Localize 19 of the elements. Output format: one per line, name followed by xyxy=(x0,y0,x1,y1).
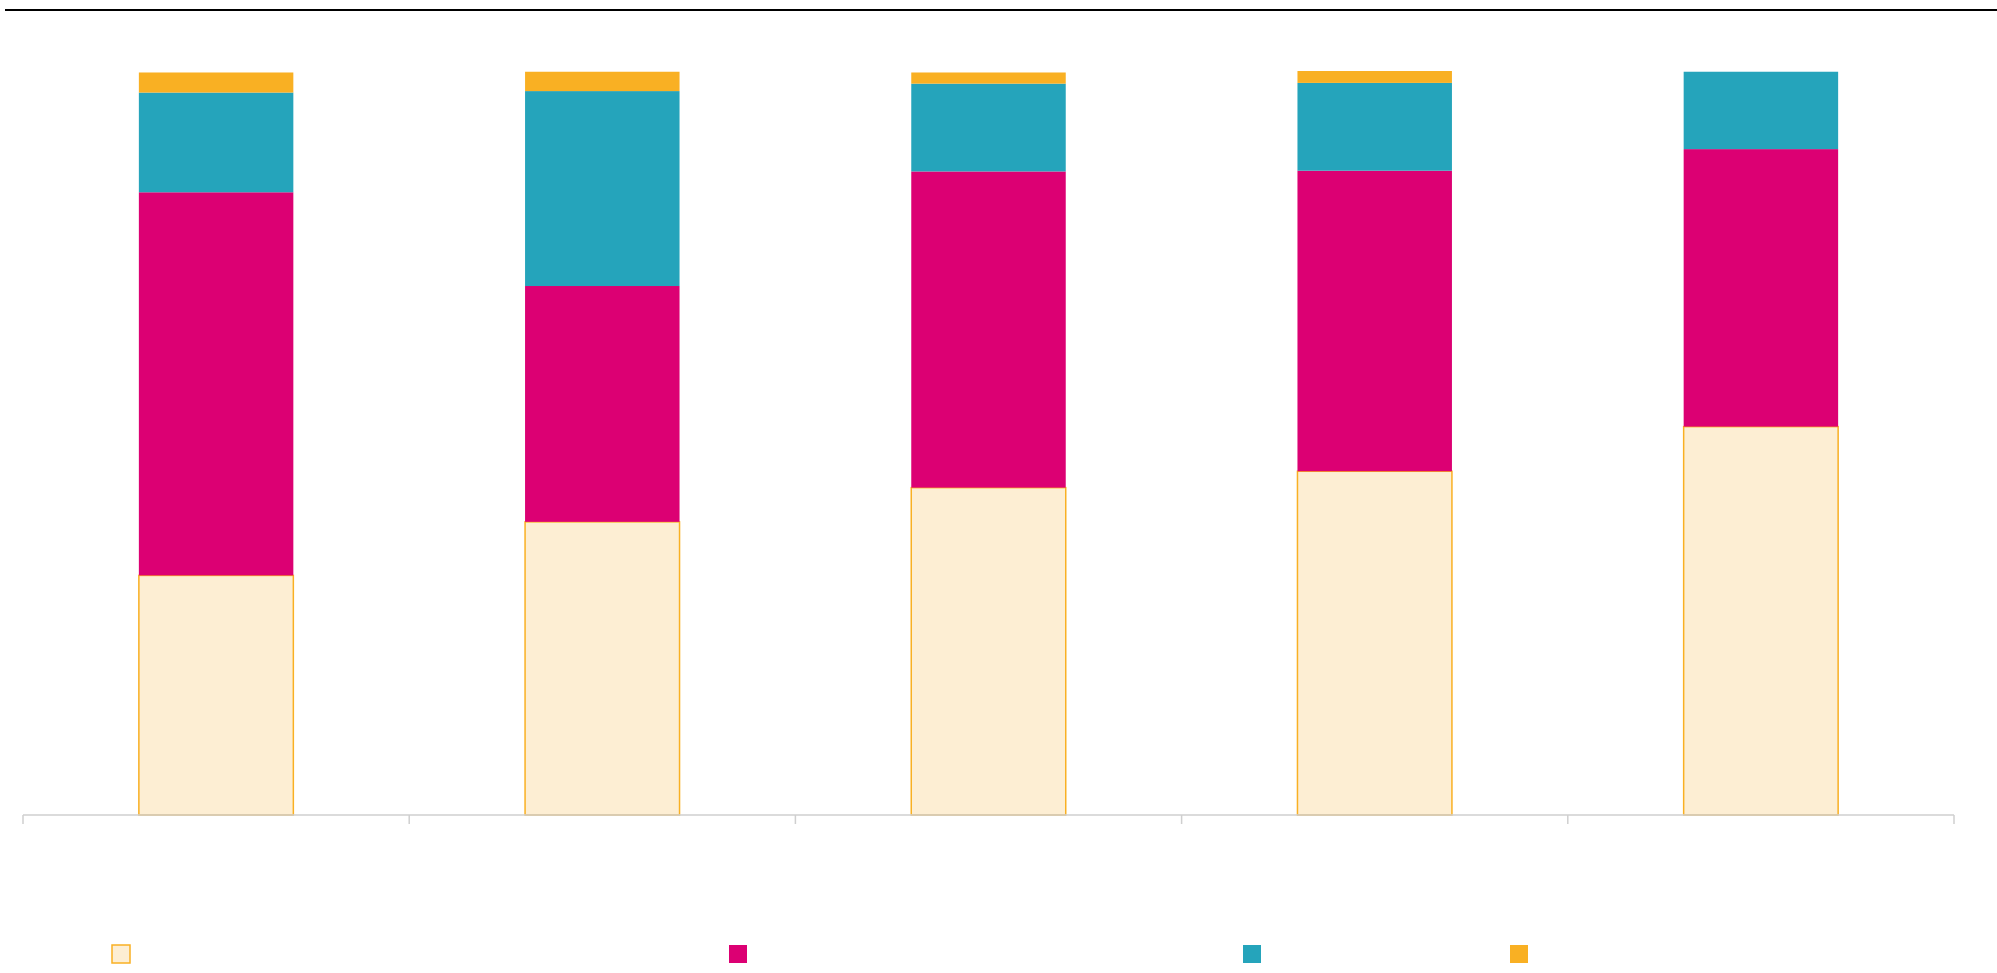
bar xyxy=(525,71,680,92)
bar xyxy=(1297,71,1452,83)
bar xyxy=(138,72,294,93)
bar xyxy=(1297,82,1452,171)
bar xyxy=(525,286,680,522)
bar xyxy=(1683,71,1839,150)
bar xyxy=(138,574,295,816)
bar xyxy=(911,72,1066,84)
bar xyxy=(911,171,1066,488)
bar xyxy=(1682,425,1839,816)
bar xyxy=(911,83,1066,172)
bar xyxy=(1296,470,1453,816)
bar xyxy=(1297,170,1452,472)
bar xyxy=(1683,149,1839,427)
bar xyxy=(138,92,294,193)
bar xyxy=(910,486,1067,816)
bar xyxy=(525,91,680,287)
bar xyxy=(524,521,681,816)
bar xyxy=(138,192,294,576)
